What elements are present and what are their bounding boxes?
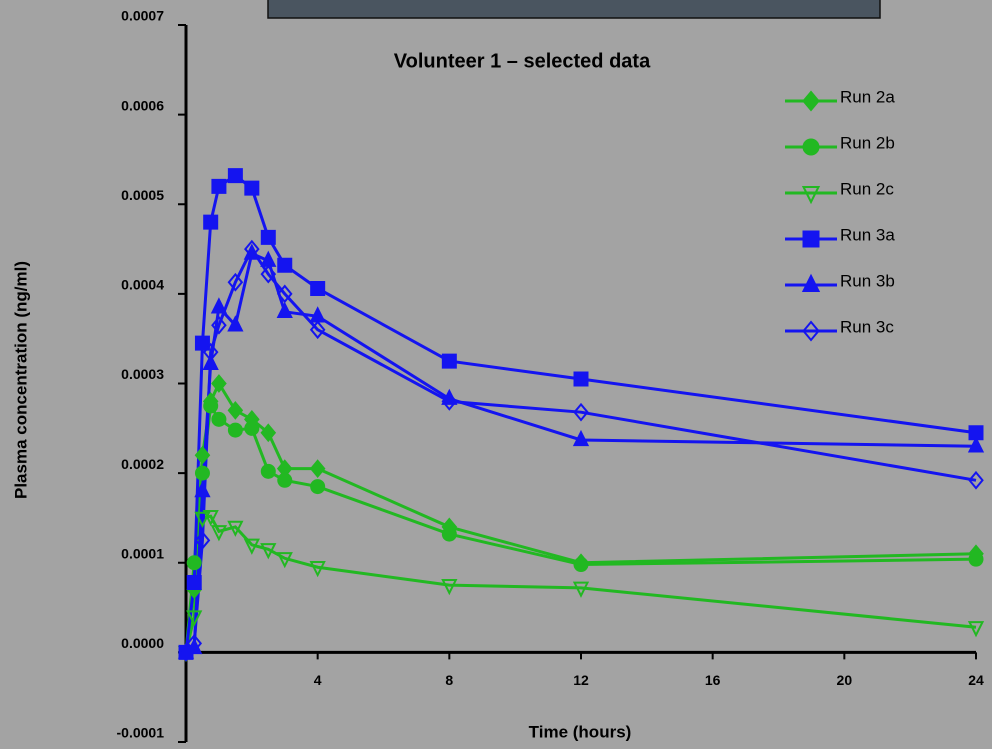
marker <box>227 401 244 420</box>
marker <box>310 280 326 296</box>
marker <box>178 643 194 662</box>
y-tick-label: 0.0002 <box>121 456 164 472</box>
marker <box>260 423 277 443</box>
marker <box>277 257 293 273</box>
marker <box>968 551 984 567</box>
marker <box>573 402 589 422</box>
marker <box>441 578 458 596</box>
marker <box>260 229 276 245</box>
x-tick-label: 24 <box>968 672 984 688</box>
x-tick-label: 4 <box>314 672 322 688</box>
legend-marker <box>801 273 821 292</box>
marker <box>244 420 260 436</box>
legend-label: Run 3c <box>840 317 894 336</box>
x-tick-label: 16 <box>705 672 721 688</box>
marker <box>227 315 244 332</box>
legend-marker <box>802 138 820 156</box>
marker <box>227 422 243 438</box>
marker <box>211 315 227 335</box>
marker <box>186 610 203 627</box>
x-axis-label: Time (hours) <box>529 722 632 741</box>
marker <box>573 557 589 573</box>
legend-label: Run 2b <box>840 133 895 152</box>
marker <box>211 374 227 393</box>
marker <box>227 168 243 184</box>
marker <box>968 425 984 441</box>
marker <box>276 552 293 569</box>
y-tick-label: 0.0000 <box>121 635 164 651</box>
legend-label: Run 3b <box>840 271 895 290</box>
marker <box>186 555 202 571</box>
y-tick-label: -0.0001 <box>117 725 165 741</box>
marker <box>211 178 227 194</box>
legend-marker <box>802 90 820 112</box>
legend-label: Run 2a <box>840 87 895 106</box>
y-tick-label: 0.0003 <box>121 366 164 382</box>
marker <box>309 459 326 479</box>
marker <box>572 429 590 447</box>
marker <box>573 371 589 387</box>
marker <box>186 634 203 653</box>
marker <box>194 511 211 528</box>
marker <box>244 180 260 196</box>
marker <box>309 561 326 578</box>
marker <box>210 525 228 542</box>
legend-label: Run 2c <box>840 179 894 198</box>
marker <box>441 353 457 369</box>
marker <box>210 297 228 314</box>
marker <box>260 543 277 560</box>
marker <box>211 411 227 427</box>
marker <box>194 481 211 498</box>
marker <box>202 509 219 527</box>
marker <box>202 342 219 362</box>
marker <box>277 472 293 488</box>
marker <box>194 465 210 481</box>
y-tick-label: 0.0004 <box>121 277 164 293</box>
marker <box>203 398 219 414</box>
marker <box>194 530 211 550</box>
y-tick-label: 0.0005 <box>121 187 164 203</box>
marker <box>194 335 210 351</box>
marker <box>203 214 219 230</box>
x-tick-label: 20 <box>837 672 853 688</box>
x-tick-label: 8 <box>445 672 453 688</box>
legend-label: Run 3a <box>840 225 895 244</box>
series-line <box>184 246 977 654</box>
marker <box>310 479 326 495</box>
y-tick-label: 0.0007 <box>121 8 164 24</box>
y-axis-label: Plasma concentration (ng/ml) <box>11 261 30 499</box>
y-tick-label: 0.0001 <box>121 545 164 561</box>
legend-marker <box>802 320 820 342</box>
marker <box>276 284 293 304</box>
marker <box>441 526 457 542</box>
series-line <box>184 380 977 653</box>
marker <box>260 264 277 284</box>
marker <box>202 353 219 370</box>
legend-marker <box>801 186 821 205</box>
marker <box>968 470 984 490</box>
series-line <box>184 173 977 653</box>
marker <box>194 445 211 465</box>
marker <box>309 320 326 340</box>
series-line <box>184 514 977 653</box>
marker <box>227 520 244 537</box>
marker <box>441 392 458 411</box>
marker <box>186 574 202 590</box>
marker <box>260 463 276 479</box>
marker <box>276 301 293 318</box>
marker <box>243 538 260 555</box>
marker <box>572 581 590 598</box>
marker <box>967 436 985 453</box>
marker <box>227 272 244 292</box>
marker <box>244 239 260 259</box>
marker <box>967 621 985 638</box>
photo-strip <box>267 0 881 19</box>
chart-title: Volunteer 1 – selected data <box>394 50 651 72</box>
y-tick-label: 0.0006 <box>121 97 164 113</box>
legend-marker <box>802 230 820 248</box>
x-tick-label: 12 <box>573 672 589 688</box>
